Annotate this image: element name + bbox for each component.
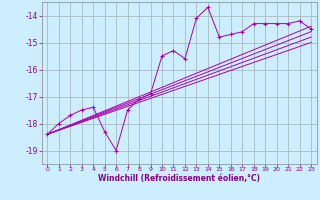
X-axis label: Windchill (Refroidissement éolien,°C): Windchill (Refroidissement éolien,°C) [98,174,260,183]
